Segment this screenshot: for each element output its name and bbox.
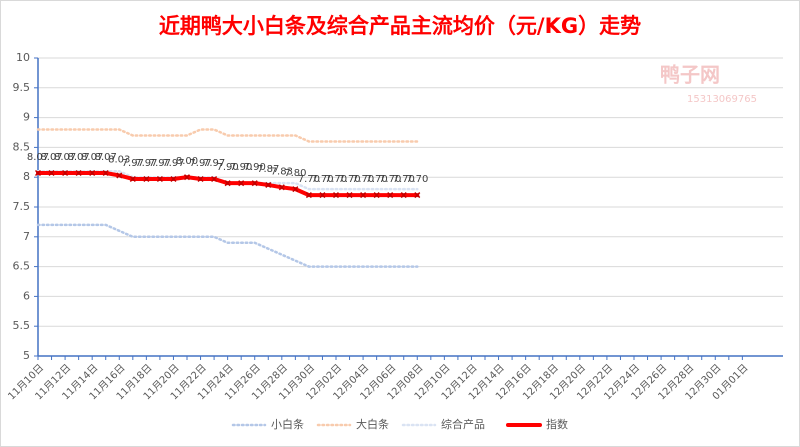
point-marker [197, 175, 204, 183]
point-marker [224, 180, 231, 187]
data-label: 7.80 [284, 168, 306, 179]
y-tick-label: 8.5 [13, 140, 31, 153]
point-marker [251, 180, 258, 187]
data-label: 7.70 [352, 174, 374, 185]
data-label: 8.07 [68, 152, 90, 163]
y-tick-label: 7.5 [13, 200, 31, 213]
point-marker [387, 192, 394, 199]
y-tick-label: 10 [16, 51, 30, 64]
data-label: 8.07 [95, 152, 117, 163]
legend-label: 小白条 [271, 417, 304, 431]
data-label: 7.70 [406, 174, 428, 185]
data-label: 7.70 [311, 174, 333, 185]
y-tick-label: 9.5 [13, 81, 31, 94]
point-marker [143, 175, 150, 183]
point-marker [34, 169, 42, 177]
point-marker [292, 186, 299, 193]
data-label: 7.70 [298, 174, 320, 185]
legend-label: 指数 [546, 417, 568, 431]
data-label: 7.70 [379, 174, 401, 185]
point-marker [89, 169, 96, 177]
y-tick-label: 8 [23, 170, 30, 183]
data-label: 7.87 [257, 164, 279, 175]
point-marker [170, 175, 177, 183]
data-label: 7.90 [217, 162, 239, 173]
data-label: 8.07 [27, 152, 49, 163]
y-tick-label: 9 [23, 111, 30, 124]
data-label: 8.00 [176, 156, 198, 167]
data-label: 7.70 [366, 174, 388, 185]
y-tick-label: 6.5 [13, 260, 31, 273]
point-marker [414, 192, 421, 199]
legend-label: 大白条 [356, 417, 389, 431]
point-marker [265, 181, 272, 188]
point-marker [238, 180, 245, 187]
point-marker [373, 192, 380, 199]
chart-title: 近期鸭大小白条及综合产品主流均价（元/KG）走势 [159, 14, 641, 38]
point-marker [211, 175, 218, 183]
point-marker [183, 174, 191, 181]
data-label: 7.97 [135, 158, 157, 169]
data-label: 7.90 [244, 162, 266, 173]
watermark-logo: 鸭子网 [660, 63, 720, 87]
data-label: 8.03 [108, 154, 130, 165]
data-label: 7.70 [325, 174, 347, 185]
data-label: 7.70 [338, 174, 360, 185]
y-tick-label: 5.5 [13, 319, 31, 332]
point-marker [116, 172, 123, 179]
point-marker [305, 192, 312, 199]
y-tick-label: 6 [23, 289, 30, 302]
point-marker [75, 169, 82, 177]
point-marker [278, 184, 285, 191]
series-line [36, 223, 419, 268]
data-label: 7.97 [149, 158, 171, 169]
data-label: 7.97 [122, 158, 144, 169]
y-tick-label: 5 [23, 349, 30, 362]
point-marker [346, 192, 353, 199]
watermark-phone: 15313069765 [687, 94, 757, 105]
point-marker [332, 192, 340, 199]
point-marker [319, 192, 326, 199]
point-marker [129, 175, 136, 183]
data-label: 7.97 [162, 158, 184, 169]
data-label: 7.70 [393, 174, 415, 185]
point-marker [156, 175, 163, 183]
data-label: 7.90 [230, 162, 252, 173]
data-label: 8.07 [54, 152, 76, 163]
point-marker [62, 169, 69, 177]
point-marker [48, 169, 55, 177]
point-marker [102, 169, 109, 177]
data-label: 8.07 [40, 152, 62, 163]
legend-label: 综合产品 [441, 417, 485, 431]
data-label: 7.83 [271, 166, 293, 177]
point-marker [360, 192, 367, 199]
data-label: 7.97 [203, 158, 225, 169]
y-tick-label: 7 [23, 230, 30, 243]
data-label: 7.97 [189, 158, 211, 169]
point-marker [400, 192, 407, 199]
data-label: 8.07 [81, 152, 103, 163]
series-line [36, 128, 419, 143]
